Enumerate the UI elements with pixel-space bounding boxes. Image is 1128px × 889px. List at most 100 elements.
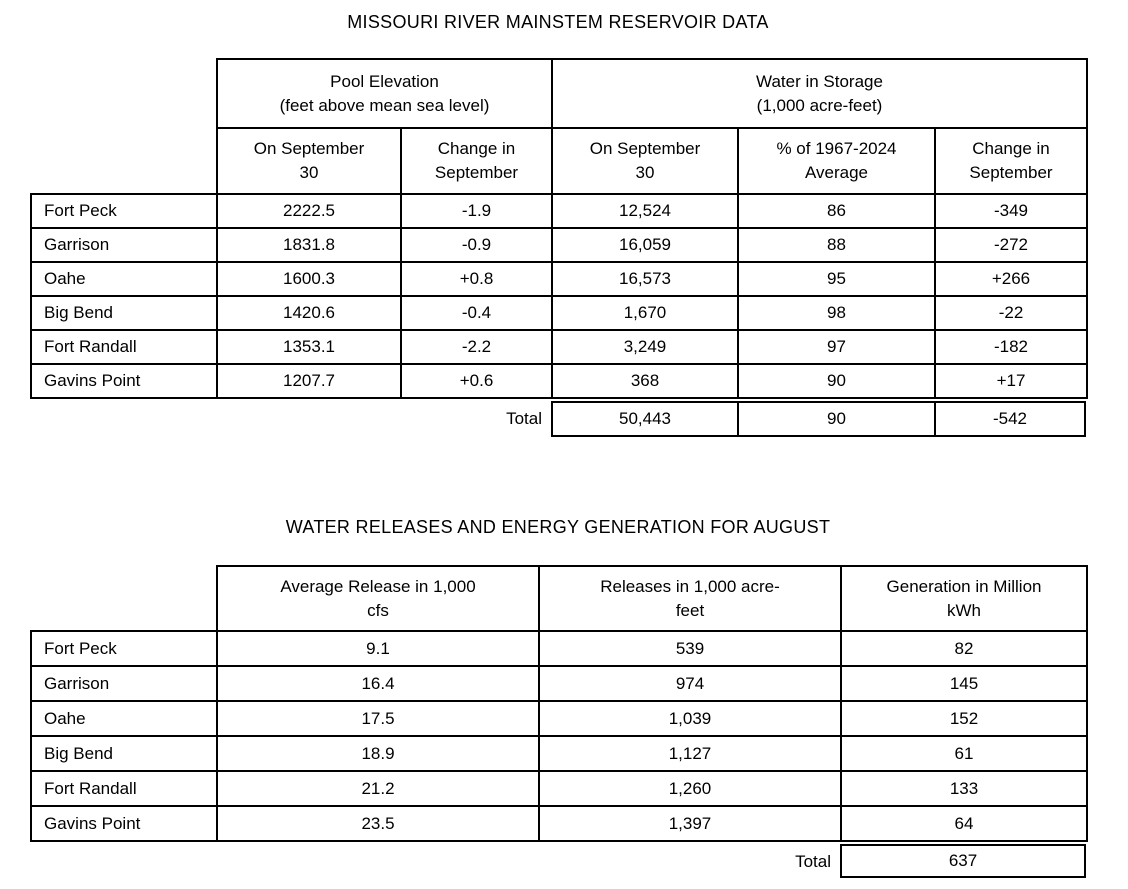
cell-value: 97 — [737, 329, 936, 365]
column-header-row: Average Release in 1,000 cfs Releases in… — [31, 565, 1088, 632]
cell-value: 9.1 — [216, 630, 540, 667]
header-spacer-cell — [31, 128, 217, 194]
row-label: Big Bend — [30, 735, 218, 772]
table-row: Oahe 1600.3 +0.8 16,573 95 +266 — [30, 261, 1088, 297]
cell-value: 12,524 — [551, 193, 739, 229]
cell-value: 95 — [737, 261, 936, 297]
group-header-row: Pool Elevation (feet above mean sea leve… — [31, 58, 1088, 129]
cell-value: 90 — [737, 363, 936, 399]
cell-value: 82 — [840, 630, 1088, 667]
total-label: Total — [506, 409, 542, 428]
col-header-average-release: Average Release in 1,000 cfs — [216, 565, 540, 632]
col-header-generation: Generation in Million kWh — [840, 565, 1088, 632]
row-label: Fort Peck — [30, 630, 218, 667]
total-label: Total — [795, 852, 831, 871]
col-header-storage-change: Change in September — [934, 127, 1088, 195]
reservoir-data-table: Pool Elevation (feet above mean sea leve… — [30, 58, 1088, 399]
col-header-storage-pct-average: % of 1967-2024 Average — [737, 127, 936, 195]
cell-value: 18.9 — [216, 735, 540, 772]
col-header-releases-acre-feet: Releases in 1,000 acre- feet — [538, 565, 842, 632]
table-row: Fort Peck 2222.5 -1.9 12,524 86 -349 — [30, 193, 1088, 229]
group-header-pool-elevation: Pool Elevation (feet above mean sea leve… — [216, 58, 553, 129]
cell-value: 2222.5 — [216, 193, 402, 229]
cell-value: -0.9 — [400, 227, 553, 263]
cell-value: -2.2 — [400, 329, 553, 365]
cell-value: 1600.3 — [216, 261, 402, 297]
cell-value: -182 — [934, 329, 1088, 365]
cell-value: 3,249 — [551, 329, 739, 365]
total-change-value: -542 — [934, 403, 1084, 435]
table-row: Garrison 1831.8 -0.9 16,059 88 -272 — [30, 227, 1088, 263]
cell-value: 86 — [737, 193, 936, 229]
cell-value: 17.5 — [216, 700, 540, 737]
total-generation-value: 637 — [948, 851, 978, 870]
cell-value: -0.4 — [400, 295, 553, 331]
cell-value: 368 — [551, 363, 739, 399]
cell-value: +0.6 — [400, 363, 553, 399]
row-label: Fort Peck — [30, 193, 218, 229]
row-label: Oahe — [30, 261, 218, 297]
releases-generation-table: Average Release in 1,000 cfs Releases in… — [30, 565, 1088, 842]
col-header-pool-on-sept-30: On September 30 — [216, 127, 402, 195]
cell-value: 21.2 — [216, 770, 540, 807]
header-spacer-cell — [31, 566, 217, 631]
row-label: Garrison — [30, 665, 218, 702]
row-label: Gavins Point — [30, 805, 218, 842]
cell-value: 1,039 — [538, 700, 842, 737]
table-row: Big Bend 18.9 1,127 61 — [30, 735, 1088, 772]
cell-value: +0.8 — [400, 261, 553, 297]
cell-value: 539 — [538, 630, 842, 667]
cell-value: 1207.7 — [216, 363, 402, 399]
cell-value: 133 — [840, 770, 1088, 807]
row-label: Oahe — [30, 700, 218, 737]
group-header-water-in-storage: Water in Storage (1,000 acre-feet) — [551, 58, 1088, 129]
table-row: Oahe 17.5 1,039 152 — [30, 700, 1088, 737]
total-pct-average-value: 90 — [737, 403, 934, 435]
cell-value: -272 — [934, 227, 1088, 263]
generation-total-box: 637 — [840, 844, 1086, 878]
cell-value: 64 — [840, 805, 1088, 842]
cell-value: 1,127 — [538, 735, 842, 772]
row-label: Big Bend — [30, 295, 218, 331]
cell-value: +17 — [934, 363, 1088, 399]
table-row: Garrison 16.4 974 145 — [30, 665, 1088, 702]
column-header-row: On September 30 Change in September On S… — [31, 127, 1088, 195]
reservoir-total-box: 50,443 90 -542 — [551, 401, 1086, 437]
cell-value: 98 — [737, 295, 936, 331]
cell-value: 16.4 — [216, 665, 540, 702]
cell-value: -349 — [934, 193, 1088, 229]
cell-value: 1353.1 — [216, 329, 402, 365]
table-row: Gavins Point 1207.7 +0.6 368 90 +17 — [30, 363, 1088, 399]
reservoir-table-title: MISSOURI RIVER MAINSTEM RESERVOIR DATA — [347, 12, 769, 32]
table-row: Big Bend 1420.6 -0.4 1,670 98 -22 — [30, 295, 1088, 331]
cell-value: 16,573 — [551, 261, 739, 297]
cell-value: 1831.8 — [216, 227, 402, 263]
cell-value: +266 — [934, 261, 1088, 297]
cell-value: 16,059 — [551, 227, 739, 263]
row-label: Garrison — [30, 227, 218, 263]
header-spacer-cell — [31, 59, 217, 128]
generation-total-row: Total 637 — [30, 844, 1086, 880]
total-storage-value: 50,443 — [619, 409, 671, 428]
cell-value: -22 — [934, 295, 1088, 331]
cell-value: 61 — [840, 735, 1088, 772]
col-header-storage-on-sept-30: On September 30 — [551, 127, 739, 195]
cell-value: 145 — [840, 665, 1088, 702]
cell-value: 1,260 — [538, 770, 842, 807]
table-row: Gavins Point 23.5 1,397 64 — [30, 805, 1088, 842]
cell-value: 974 — [538, 665, 842, 702]
col-header-pool-change: Change in September — [400, 127, 553, 195]
reservoir-total-row: Total 50,443 90 -542 — [30, 401, 1086, 437]
cell-value: 152 — [840, 700, 1088, 737]
cell-value: 1,670 — [551, 295, 739, 331]
cell-value: 23.5 — [216, 805, 540, 842]
row-label: Fort Randall — [30, 329, 218, 365]
cell-value: 88 — [737, 227, 936, 263]
releases-table-title: WATER RELEASES AND ENERGY GENERATION FOR… — [285, 517, 831, 537]
table-row: Fort Randall 21.2 1,260 133 — [30, 770, 1088, 807]
row-label: Gavins Point — [30, 363, 218, 399]
cell-value: -1.9 — [400, 193, 553, 229]
cell-value: 1,397 — [538, 805, 842, 842]
table-row: Fort Peck 9.1 539 82 — [30, 630, 1088, 667]
